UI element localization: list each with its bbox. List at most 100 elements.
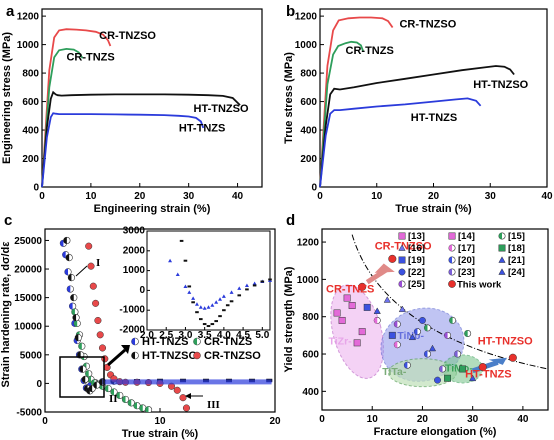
point-CR-TNZSO	[96, 331, 104, 339]
y-tick-label: 1200	[297, 238, 320, 249]
legend-label: [23]	[458, 267, 475, 278]
panel-d-axes: 400 600 800 1000 1200 0 10 20 30 40 Fracture elong…	[283, 228, 549, 438]
y-tick-label: 400	[300, 126, 317, 137]
inset-y-tick-label: -2000	[119, 325, 145, 336]
inset-point-HT-TNZS	[218, 297, 223, 301]
y-tick-label: 1200	[17, 12, 40, 23]
x-tick-label: 10	[367, 414, 379, 425]
point-CR-TNZS-half	[78, 342, 82, 350]
y-axis-label: Engineering stress (MPa)	[1, 32, 13, 164]
panel-d-frame	[321, 228, 549, 411]
this-work-label: HT-TNZSO	[478, 336, 533, 348]
x-tick-label: 20	[134, 191, 146, 202]
point-HT-TNZS-half	[67, 285, 71, 293]
legend-label: [15]	[508, 231, 525, 242]
point-CR-TNZS-half	[85, 370, 89, 377]
point-HT-TNZSO-half	[70, 294, 74, 301]
point-CR-TNZSO	[94, 316, 102, 325]
curve-label: CR-TNZSO	[99, 30, 156, 42]
point-HT-TNZSO-half	[65, 254, 70, 261]
inset-point-HT-TNZS	[175, 272, 180, 277]
this-work-point	[358, 282, 367, 291]
literature-point-half	[464, 330, 468, 337]
y-tick-label: 10000	[14, 322, 42, 333]
y-tick-label: 15000	[14, 293, 42, 304]
inset-x-tick-label: 2.5	[159, 330, 173, 341]
curve-label: CR-TNZS	[66, 51, 114, 63]
this-work-label: HT-TNZS	[465, 368, 511, 380]
curve-label: CR-TNZS	[346, 45, 394, 57]
annotation-II: II	[109, 393, 118, 405]
x-tick-label: 20	[428, 191, 440, 202]
series-line-HT-TNZSO	[319, 65, 515, 188]
point-HT-TNZSO-half	[75, 334, 79, 341]
point-CR-TNZSO	[98, 344, 107, 352]
x-axis-label: True strain (%)	[395, 203, 472, 215]
legend-marker-half	[448, 244, 452, 252]
y-tick-label: 400	[22, 126, 39, 137]
series-line-HT-TNZS	[41, 112, 205, 188]
y-tick-label: 600	[300, 97, 317, 108]
legend-label: [13]	[408, 231, 425, 242]
x-tick-label: 0	[319, 414, 325, 425]
point-CR-TNZS-half	[87, 376, 91, 383]
panel-label-d: d	[286, 212, 295, 229]
x-axis-label: Engineering strain (%)	[94, 203, 211, 215]
inset-point-HT-TNZS	[198, 305, 203, 309]
legend-marker	[398, 268, 406, 276]
panel-label-c: c	[4, 212, 12, 229]
legend-marker	[398, 244, 406, 251]
literature-point	[459, 365, 467, 373]
y-tick-label: 1000	[17, 40, 40, 51]
legend-marker-half	[398, 280, 402, 288]
x-axis-label: True strain (%)	[122, 428, 199, 440]
legend-marker-half	[131, 338, 135, 346]
literature-point	[418, 316, 426, 324]
series-line-CR-TNZSO	[319, 16, 394, 188]
literature-point	[383, 296, 391, 303]
x-tick-label: 30	[485, 191, 497, 202]
inset-x-tick-label: 4.5	[236, 330, 250, 341]
x-tick-label: 30	[467, 414, 479, 425]
point-CR-TNZS-half	[116, 392, 120, 399]
improvement-arrow-ht-head	[488, 357, 507, 365]
legend-marker-half	[498, 232, 502, 240]
literature-point	[348, 302, 356, 309]
point-CR-TNZSO	[89, 282, 97, 290]
trend-boundary	[351, 234, 548, 370]
point-CR-TNZS-half	[122, 396, 126, 403]
zoom-arrow-head	[121, 345, 130, 354]
inset-point-HT-TNZS	[187, 290, 192, 294]
legend-label: HT-TNZSO	[142, 350, 197, 362]
literature-point	[408, 333, 417, 341]
y-tick-label: 800	[300, 69, 317, 80]
y-tick-label: 1000	[295, 40, 318, 51]
point-CR-TNZS-half	[133, 402, 137, 410]
curve-label: HT-TNZSO	[473, 79, 528, 91]
inset-frame	[146, 230, 271, 331]
y-tick-label: 5000	[20, 350, 43, 361]
y-tick-label: 200	[300, 154, 317, 165]
y-tick-label: 800	[302, 312, 319, 323]
point-HT-TNZS-half	[64, 268, 68, 276]
point-CR-TNZS-half	[145, 406, 149, 412]
literature-point	[338, 316, 346, 324]
x-tick-label: 40	[541, 191, 553, 202]
curve-label: CR-TNZSO	[399, 19, 456, 31]
this-work-label: CR-TNZS	[326, 283, 374, 295]
plot-area: TiZr-TiNb-TiTa-TiMo-CR-TNZSOCR-TNZSHT-TN…	[326, 234, 548, 388]
legend-label: [18]	[508, 243, 525, 254]
legend-marker-half	[193, 338, 197, 346]
y-tick-label: 400	[302, 387, 319, 398]
literature-point-half	[454, 350, 458, 358]
x-tick-label: 10	[154, 416, 166, 427]
point-HT-TNZSO-half	[88, 385, 93, 392]
point-HT-TNZSO-half	[72, 314, 77, 321]
legend-label: [21]	[508, 255, 525, 266]
legend-marker-half	[448, 256, 452, 264]
literature-point-half	[449, 317, 453, 324]
this-work-point	[508, 353, 517, 362]
point-CR-TNZSO	[182, 404, 190, 412]
literature-point	[398, 305, 406, 313]
curve-label: HT-TNZS	[179, 122, 225, 134]
